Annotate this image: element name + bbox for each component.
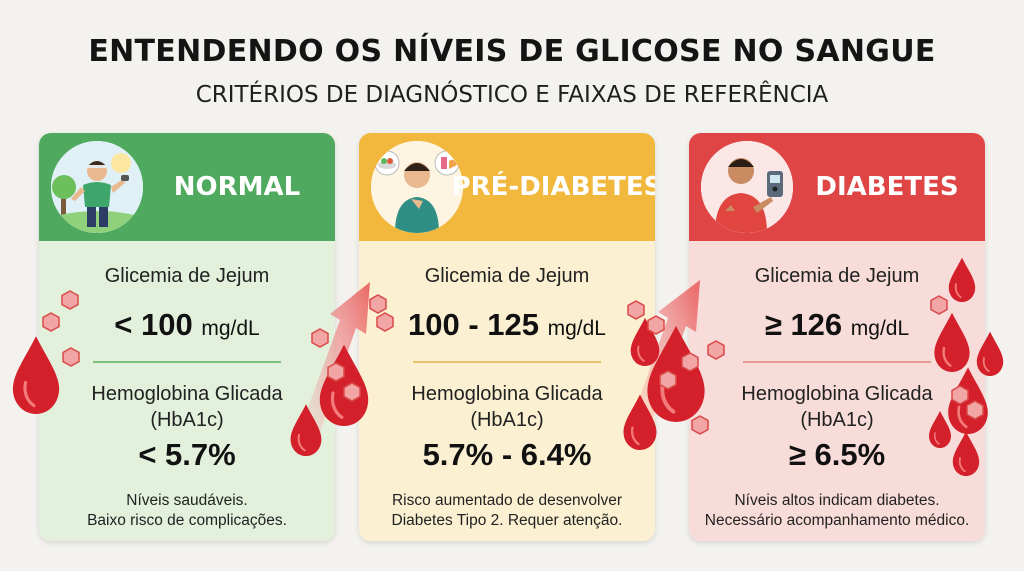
hba1c-label-line2: (HbA1c) bbox=[470, 409, 544, 431]
page-title: ENTENDENDO OS NÍVEIS DE GLICOSE NO SANGU… bbox=[88, 34, 936, 69]
hba1c-label-line2: (HbA1c) bbox=[800, 409, 874, 431]
fasting-number: < 100 bbox=[114, 307, 193, 342]
fasting-label: Glicemia de Jejum bbox=[424, 265, 590, 287]
note-line1: Risco aumentado de desenvolver bbox=[391, 492, 623, 509]
note-line2: Baixo risco de complicações. bbox=[87, 512, 287, 529]
card-normal-header: NORMAL bbox=[39, 133, 335, 241]
fasting-label: Glicemia de Jejum bbox=[104, 265, 270, 287]
hba1c-value: 5.7% - 6.4% bbox=[422, 437, 592, 472]
hba1c-label: Hemoglobina Glicada (HbA1c) bbox=[689, 381, 985, 433]
fasting-number: ≥ 126 bbox=[764, 307, 843, 342]
fasting-unit: mg/dL bbox=[201, 317, 260, 340]
hba1c-label-line1: Hemoglobina Glicada bbox=[91, 383, 283, 405]
card-normal-body: Glicemia de Jejum < 100 mg/dL Hemoglobin… bbox=[39, 241, 335, 541]
card-note: Níveis altos indicam diabetes. Necessário… bbox=[689, 491, 985, 531]
separator bbox=[413, 361, 601, 363]
card-pre-diabetes: PRÉ-DIABETES Glicemia de Jejum 100 - 125… bbox=[359, 133, 655, 541]
fasting-unit: mg/dL bbox=[547, 317, 606, 340]
hba1c-label: Hemoglobina Glicada (HbA1c) bbox=[359, 381, 655, 433]
hba1c-value: < 5.7% bbox=[138, 437, 236, 472]
card-normal-title: NORMAL bbox=[173, 172, 301, 202]
fasting-value: 100 - 125 mg/dL bbox=[359, 307, 655, 343]
card-diabetes-body: Glicemia de Jejum ≥ 126 mg/dL Hemoglobin… bbox=[689, 241, 985, 541]
hba1c-label-line1: Hemoglobina Glicada bbox=[411, 383, 603, 405]
note-line1: Níveis altos indicam diabetes. bbox=[734, 492, 940, 509]
card-diabetes-header: DIABETES bbox=[689, 133, 985, 241]
separator bbox=[743, 361, 931, 363]
person-thinking-food-icon bbox=[371, 141, 463, 233]
note-line2: Necessário acompanhamento médico. bbox=[704, 512, 970, 529]
card-pre-diabetes-header: PRÉ-DIABETES bbox=[359, 133, 655, 241]
hba1c-label: Hemoglobina Glicada (HbA1c) bbox=[39, 381, 335, 433]
fasting-number: 100 - 125 bbox=[408, 307, 539, 342]
hexagon-icon bbox=[659, 370, 677, 390]
note-line1: Níveis saudáveis. bbox=[126, 492, 248, 509]
fasting-value: ≥ 126 mg/dL bbox=[689, 307, 985, 343]
hba1c-label-line1: Hemoglobina Glicada bbox=[741, 383, 933, 405]
hexagon-icon bbox=[343, 382, 361, 402]
separator bbox=[93, 361, 281, 363]
fasting-unit: mg/dL bbox=[850, 317, 910, 340]
fasting-label: Glicemia de Jejum bbox=[754, 265, 920, 287]
card-note: Níveis saudáveis. Baixo risco de complica… bbox=[39, 491, 335, 531]
card-normal: NORMAL Glicemia de Jejum < 100 mg/dL Hem… bbox=[39, 133, 335, 541]
hba1c-value: ≥ 6.5% bbox=[788, 437, 886, 472]
person-jogging-icon bbox=[51, 141, 143, 233]
card-note: Risco aumentado de desenvolver Diabetes T… bbox=[359, 491, 655, 531]
card-diabetes-title: DIABETES bbox=[815, 172, 959, 202]
page-subtitle: CRITÉRIOS DE DIAGNÓSTICO E FAIXAS DE REF… bbox=[195, 82, 829, 108]
person-glucose-meter-icon bbox=[701, 141, 793, 233]
fasting-value: < 100 mg/dL bbox=[39, 307, 335, 343]
note-line2: Diabetes Tipo 2. Requer atenção. bbox=[391, 512, 623, 529]
card-diabetes: DIABETES Glicemia de Jejum ≥ 126 mg/dL H… bbox=[689, 133, 985, 541]
card-pre-diabetes-title: PRÉ-DIABETES bbox=[451, 172, 655, 202]
hba1c-label-line2: (HbA1c) bbox=[150, 409, 224, 431]
card-pre-diabetes-body: Glicemia de Jejum 100 - 125 mg/dL Hemogl… bbox=[359, 241, 655, 541]
